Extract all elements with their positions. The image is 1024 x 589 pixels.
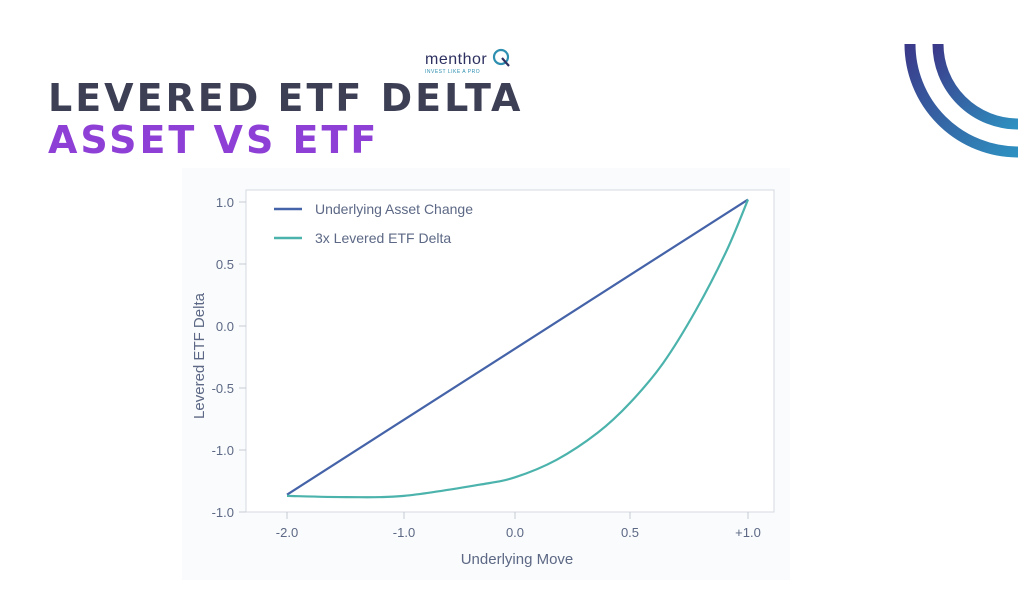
y-tick-label: -0.5 (212, 381, 234, 396)
y-tick-label: -1.0 (212, 443, 234, 458)
x-tick-label: 0.0 (506, 525, 524, 540)
line-chart: -2.0 -1.0 0.0 0.5 +1.01.00.50.0-0.5-1.0-1.0 … (191, 189, 775, 568)
y-tick-label: 0.5 (216, 257, 234, 272)
title-line-1: LEVERED ETF DELTA (48, 76, 524, 120)
logo-name: menthor (425, 51, 488, 68)
y-tick-label: 1.0 (216, 195, 234, 210)
logo-tagline: INVEST LIKE A PRO (425, 69, 481, 75)
logo-q-icon (493, 48, 511, 67)
legend-label: 3x Levered ETF Delta (315, 230, 451, 246)
y-tick-label: 0.0 (216, 319, 234, 334)
legend-label: Underlying Asset Change (315, 201, 473, 217)
decorative-arcs-icon (904, 43, 1019, 158)
x-tick-label: +1.0 (735, 525, 761, 540)
x-axis-label: Underlying Move (461, 551, 574, 568)
series-line-0 (286, 198, 749, 496)
x-tick-label: -2.0 (276, 525, 298, 540)
title-line-2: ASSET VS ETF (48, 118, 380, 162)
y-tick-label: -1.0 (212, 505, 234, 520)
series-line-1 (286, 199, 750, 499)
y-axis-label: Levered ETF Delta (191, 292, 208, 419)
x-tick-label: -1.0 (393, 525, 415, 540)
x-tick-label: 0.5 (621, 525, 639, 540)
menthorq-logo: menthor INVEST LIKE A PRO (425, 48, 512, 75)
chart-panel: -2.0 -1.0 0.0 0.5 +1.0 1.0 0.5 0.0 -0.5 -1.0 -1.0 … (182, 168, 790, 580)
